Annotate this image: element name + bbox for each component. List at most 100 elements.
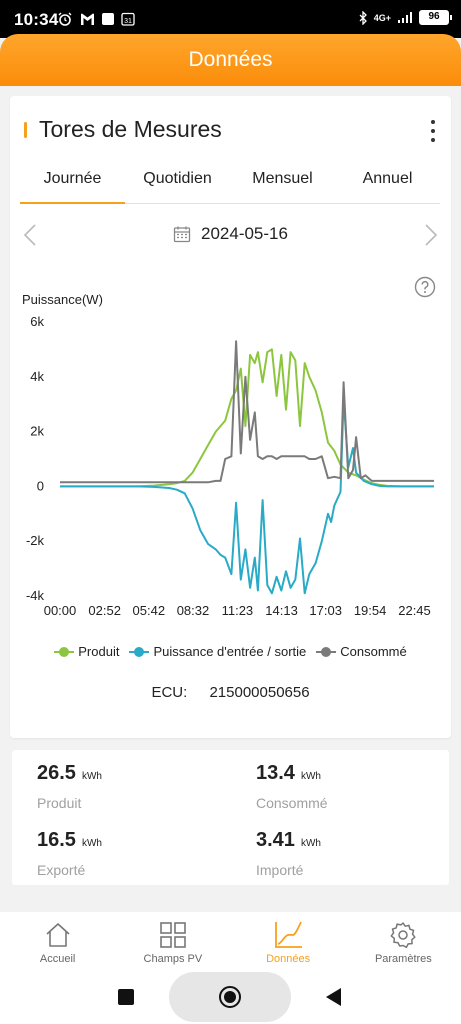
measurement-card: Tores de Mesures Journée Quotidien Mensu…: [10, 96, 451, 738]
x-tick-label: 05:42: [133, 603, 166, 618]
status-time: 10:34: [14, 10, 59, 29]
signal-icon: [398, 12, 412, 23]
nav-parametres[interactable]: Paramètres: [346, 912, 461, 972]
ecu-id: 215000050656: [209, 684, 310, 701]
home-icon: [46, 923, 70, 947]
more-dot-icon: [431, 129, 435, 133]
stat-unit: kWh: [81, 771, 102, 782]
nav-accueil[interactable]: Accueil: [0, 912, 115, 972]
bluetooth-icon: [359, 10, 367, 25]
stat-value: 16.5: [37, 829, 76, 851]
gmail-icon: [81, 13, 94, 25]
bottom-navigation: Accueil Champs PV Données Paramètres: [0, 912, 461, 972]
tab-journee[interactable]: Journée: [20, 160, 125, 204]
series-line-consomme: [60, 340, 434, 484]
ecu-info: ECU: 215000050656: [10, 684, 451, 701]
stat-consomme: 13.4 kWh Consommé: [256, 762, 328, 811]
nav-donnees[interactable]: Données: [231, 912, 346, 972]
gear-icon: [390, 922, 416, 949]
tab-mensuel[interactable]: Mensuel: [252, 170, 313, 187]
date-selector: 2024-05-16: [10, 220, 451, 250]
nav-label: Données: [266, 953, 311, 965]
legend-marker-icon: [316, 646, 337, 657]
x-tick-label: 17:03: [309, 603, 342, 618]
stat-label: Importé: [256, 862, 304, 878]
calendar-icon: [173, 226, 191, 243]
stat-importe: 3.41 kWh Importé: [256, 829, 321, 878]
system-navigation: [0, 972, 461, 1024]
status-bar: 10:34 31 4G+ 96: [0, 0, 461, 38]
x-tick-label: 22:45: [398, 603, 431, 618]
stat-label: Consommé: [256, 795, 328, 811]
stat-unit: kWh: [300, 771, 321, 782]
x-tick-label: 14:13: [265, 603, 298, 618]
legend-marker-icon: [54, 646, 75, 657]
legend-item-puissance[interactable]: Puissance d'entrée / sortie: [129, 644, 306, 659]
x-tick-label: 11:23: [222, 603, 254, 618]
tab-annuel[interactable]: Annuel: [362, 170, 413, 187]
stat-unit: kWh: [300, 838, 321, 849]
y-tick-label: -2k: [26, 533, 45, 548]
nav-champs-pv[interactable]: Champs PV: [115, 912, 230, 972]
page-title: Données: [188, 48, 273, 71]
app-header: Données: [0, 34, 461, 86]
ecu-label: ECU:: [151, 684, 188, 701]
legend-item-consomme[interactable]: Consommé: [316, 644, 407, 659]
more-options-button[interactable]: [429, 120, 437, 142]
grid-icon: [160, 922, 186, 948]
tab-quotidien[interactable]: Quotidien: [143, 170, 212, 187]
stat-exporte: 16.5 kWh Exporté: [37, 829, 102, 878]
legend-label: Consommé: [340, 644, 407, 659]
stat-value: 13.4: [256, 762, 295, 784]
alarm-icon: [58, 12, 72, 26]
more-dot-icon: [431, 138, 435, 142]
back-button[interactable]: [326, 988, 341, 1006]
stat-value: 26.5: [37, 762, 76, 784]
stat-label: Produit: [37, 795, 82, 811]
x-tick-label: 19:54: [354, 603, 387, 618]
chart-y-axis-label: Puissance(W): [22, 292, 103, 307]
y-tick-label: 0: [37, 478, 44, 493]
legend-label: Puissance d'entrée / sortie: [153, 644, 307, 659]
y-tick-label: -4k: [26, 588, 45, 603]
svg-text:31: 31: [124, 18, 132, 25]
help-icon[interactable]: [414, 276, 436, 298]
selected-date: 2024-05-16: [201, 224, 288, 243]
series-line-puissance: [60, 397, 434, 595]
x-tick-label: 00:00: [44, 603, 77, 618]
legend-item-produit[interactable]: Produit: [54, 644, 119, 659]
chart-icon: [275, 921, 303, 948]
period-tabs: Journée Quotidien Mensuel Annuel: [20, 160, 440, 204]
stat-produit: 26.5 kWh Produit: [37, 762, 102, 811]
recent-apps-button[interactable]: [118, 989, 134, 1005]
more-dot-icon: [431, 120, 435, 124]
card-title: Tores de Mesures: [39, 116, 222, 142]
y-tick-label: 6k: [30, 314, 44, 329]
date-picker[interactable]: 2024-05-16: [173, 224, 288, 244]
legend-marker-icon: [129, 646, 150, 657]
status-right: 4G+ 96: [359, 10, 452, 25]
nav-label: Champs PV: [143, 953, 203, 965]
chevron-right-icon[interactable]: [424, 224, 438, 246]
legend-label: Produit: [78, 644, 120, 659]
nav-label: Paramètres: [374, 953, 432, 965]
nav-label: Accueil: [39, 953, 76, 965]
stat-label: Exporté: [37, 862, 86, 878]
battery-icon: 96: [419, 10, 452, 25]
y-tick-label: 4k: [30, 369, 44, 384]
stat-unit: kWh: [81, 838, 102, 849]
calendar-icon: 31: [121, 12, 135, 26]
energy-summary: 26.5 kWh Produit 13.4 kWh Consommé 16.5 kWh…: [12, 750, 449, 885]
network-type: 4G+: [373, 12, 391, 23]
y-tick-label: 2k: [30, 424, 44, 439]
app-square-icon: [102, 13, 114, 25]
chevron-left-icon[interactable]: [23, 224, 37, 246]
title-accent-bar: [24, 122, 27, 138]
stat-value: 3.41: [256, 829, 295, 851]
x-tick-label: 08:32: [177, 603, 210, 618]
chart-legend: Produit Puissance d'entrée / sortie Cons…: [10, 644, 451, 659]
series-line-produit: [60, 348, 434, 488]
x-tick-label: 02:52: [88, 603, 121, 618]
home-button[interactable]: [169, 972, 291, 1022]
